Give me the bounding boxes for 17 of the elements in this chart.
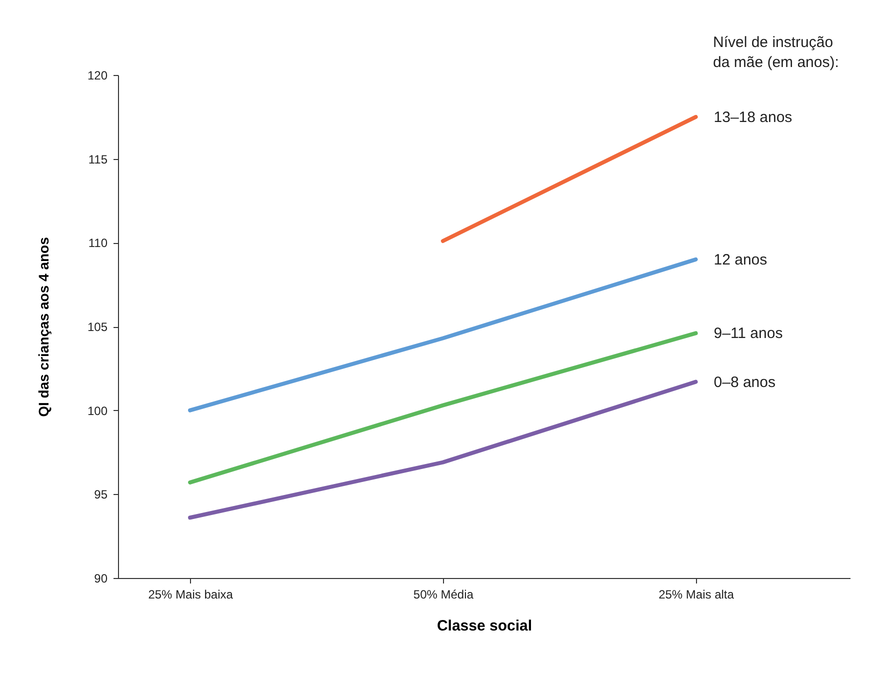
y-tick-label: 115: [88, 152, 108, 166]
series-label: 12 anos: [714, 251, 768, 268]
x-tick-label: 25% Mais alta: [658, 588, 734, 602]
y-tick-label: 95: [94, 488, 108, 502]
series-label: 0–8 anos: [714, 374, 776, 391]
y-tick-label: 110: [88, 236, 108, 250]
y-axis-title: QI das crianças aos 4 anos: [35, 236, 52, 417]
series-label: 9–11 anos: [714, 325, 783, 342]
y-tick-label: 100: [87, 404, 108, 418]
x-tick-label: 50% Média: [413, 588, 474, 602]
series-label: 13–18 anos: [714, 108, 792, 126]
x-tick-label: 25% Mais baixa: [148, 588, 234, 602]
legend-title: Nível de instrução da mãe (em anos):: [713, 34, 839, 71]
y-tick-label: 120: [87, 68, 108, 82]
y-tick-label: 105: [87, 320, 108, 334]
x-axis-title: Classe social: [436, 618, 532, 634]
y-tick-label: 90: [94, 572, 108, 586]
